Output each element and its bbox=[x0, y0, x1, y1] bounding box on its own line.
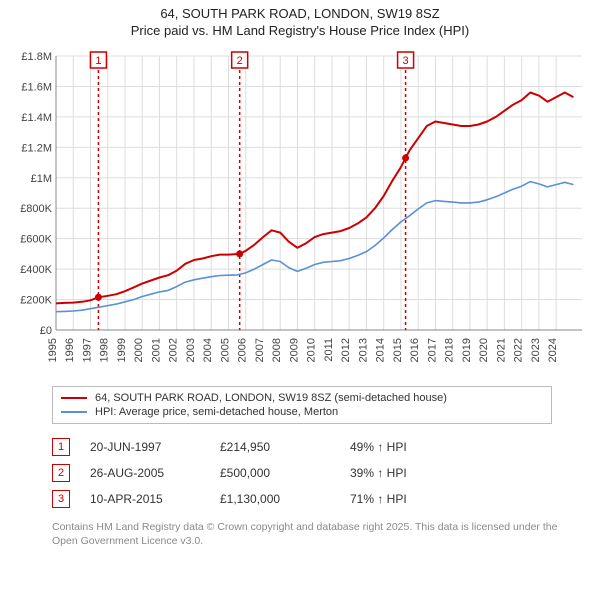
svg-text:1996: 1996 bbox=[64, 338, 76, 362]
svg-text:2017: 2017 bbox=[426, 338, 438, 362]
svg-text:£800K: £800K bbox=[20, 203, 52, 215]
legend-swatch bbox=[61, 411, 87, 413]
svg-text:2021: 2021 bbox=[495, 338, 507, 362]
sale-row: 3 10-APR-2015£1,130,00071% ↑ HPI bbox=[52, 486, 552, 512]
svg-text:£1.4M: £1.4M bbox=[21, 112, 52, 124]
svg-text:£0: £0 bbox=[40, 325, 52, 337]
svg-text:2022: 2022 bbox=[513, 338, 525, 362]
svg-text:2014: 2014 bbox=[375, 338, 387, 362]
sale-date: 20-JUN-1997 bbox=[90, 440, 220, 454]
sale-row-marker: 1 bbox=[52, 438, 70, 456]
svg-text:2024: 2024 bbox=[547, 338, 559, 362]
sale-point-2 bbox=[236, 250, 243, 257]
legend-label: HPI: Average price, semi-detached house,… bbox=[95, 406, 338, 418]
sale-diff: 49% ↑ HPI bbox=[350, 440, 552, 454]
svg-text:2004: 2004 bbox=[202, 338, 214, 362]
svg-text:1998: 1998 bbox=[99, 338, 111, 362]
svg-text:2018: 2018 bbox=[444, 338, 456, 362]
svg-text:2006: 2006 bbox=[237, 338, 249, 362]
svg-text:2023: 2023 bbox=[530, 338, 542, 362]
sale-date: 26-AUG-2005 bbox=[90, 466, 220, 480]
svg-text:£1.6M: £1.6M bbox=[21, 81, 52, 93]
svg-text:£400K: £400K bbox=[20, 264, 52, 276]
sale-row: 1 20-JUN-1997£214,95049% ↑ HPI bbox=[52, 434, 552, 460]
legend-row: HPI: Average price, semi-detached house,… bbox=[61, 405, 543, 419]
svg-text:1995: 1995 bbox=[47, 338, 59, 362]
sale-point-1 bbox=[95, 294, 102, 301]
svg-text:2003: 2003 bbox=[185, 338, 197, 362]
sale-date: 10-APR-2015 bbox=[90, 492, 220, 506]
svg-text:2020: 2020 bbox=[478, 338, 490, 362]
footnote: Contains HM Land Registry data © Crown c… bbox=[52, 520, 572, 548]
svg-text:2: 2 bbox=[237, 55, 243, 67]
svg-text:2001: 2001 bbox=[150, 338, 162, 362]
svg-text:£1M: £1M bbox=[31, 173, 52, 185]
svg-text:2008: 2008 bbox=[271, 338, 283, 362]
title-block: 64, SOUTH PARK ROAD, LONDON, SW19 8SZ Pr… bbox=[10, 6, 590, 38]
legend-swatch bbox=[61, 397, 87, 399]
legend: 64, SOUTH PARK ROAD, LONDON, SW19 8SZ (s… bbox=[52, 386, 552, 424]
svg-text:£200K: £200K bbox=[20, 295, 52, 307]
svg-text:1: 1 bbox=[95, 55, 101, 67]
svg-text:£1.2M: £1.2M bbox=[21, 142, 52, 154]
svg-text:2000: 2000 bbox=[133, 338, 145, 362]
sale-row: 2 26-AUG-2005£500,00039% ↑ HPI bbox=[52, 460, 552, 486]
sale-price: £214,950 bbox=[220, 440, 350, 454]
title-subtitle: Price paid vs. HM Land Registry's House … bbox=[10, 23, 590, 38]
sale-row-marker: 2 bbox=[52, 464, 70, 482]
svg-text:2012: 2012 bbox=[340, 338, 352, 362]
svg-text:2005: 2005 bbox=[219, 338, 231, 362]
svg-text:1997: 1997 bbox=[81, 338, 93, 362]
svg-text:2007: 2007 bbox=[254, 338, 266, 362]
svg-text:2015: 2015 bbox=[392, 338, 404, 362]
svg-text:£600K: £600K bbox=[20, 234, 52, 246]
svg-text:2002: 2002 bbox=[168, 338, 180, 362]
sale-price: £1,130,000 bbox=[220, 492, 350, 506]
legend-row: 64, SOUTH PARK ROAD, LONDON, SW19 8SZ (s… bbox=[61, 391, 543, 405]
svg-text:2016: 2016 bbox=[409, 338, 421, 362]
sale-row-marker: 3 bbox=[52, 490, 70, 508]
svg-text:2013: 2013 bbox=[357, 338, 369, 362]
svg-text:2009: 2009 bbox=[288, 338, 300, 362]
svg-text:2010: 2010 bbox=[306, 338, 318, 362]
sale-point-3 bbox=[402, 154, 409, 161]
legend-label: 64, SOUTH PARK ROAD, LONDON, SW19 8SZ (s… bbox=[95, 392, 447, 404]
price-chart: £0 £200K £400K £600K £800K £1M £1.2M £1.4M £1.6M… bbox=[10, 38, 590, 378]
svg-text:£1.8M: £1.8M bbox=[21, 51, 52, 63]
sale-diff: 39% ↑ HPI bbox=[350, 466, 552, 480]
svg-text:2019: 2019 bbox=[461, 338, 473, 362]
sales-table: 1 20-JUN-1997£214,95049% ↑ HPI 2 26-AUG-200… bbox=[52, 434, 552, 512]
svg-text:2011: 2011 bbox=[323, 338, 335, 362]
svg-text:1999: 1999 bbox=[116, 338, 128, 362]
svg-text:3: 3 bbox=[403, 55, 409, 67]
title-address: 64, SOUTH PARK ROAD, LONDON, SW19 8SZ bbox=[10, 6, 590, 21]
chart-container: 64, SOUTH PARK ROAD, LONDON, SW19 8SZ Pr… bbox=[0, 0, 600, 556]
sale-diff: 71% ↑ HPI bbox=[350, 492, 552, 506]
sale-price: £500,000 bbox=[220, 466, 350, 480]
